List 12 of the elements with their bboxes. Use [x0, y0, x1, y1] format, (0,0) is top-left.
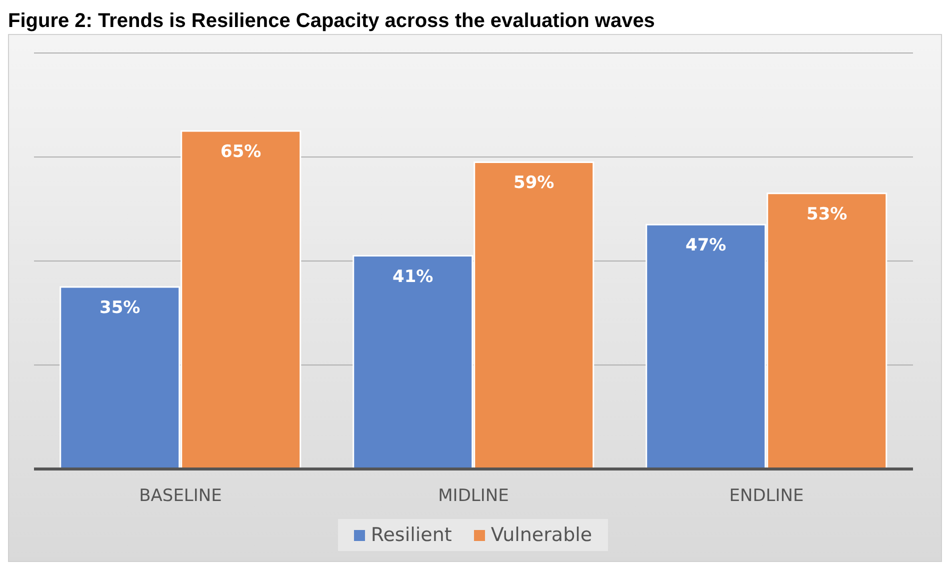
data-label: 35%: [100, 298, 140, 318]
chart-title: Figure 2: Trends is Resilience Capacity across the evaluation waves: [8, 9, 656, 34]
data-label: 53%: [806, 204, 848, 224]
x-tick-label: BASELINE: [139, 486, 222, 506]
legend-label: Resilient: [370, 524, 452, 546]
data-label: 41%: [392, 266, 434, 287]
data-label: 59%: [514, 173, 554, 194]
text: Vulnerable: [490, 524, 592, 546]
x-tick-label: MIDLINE: [438, 486, 509, 506]
x-tick-label: ENDLINE: [729, 486, 804, 506]
data-label: 65%: [220, 142, 262, 162]
data-label: 47%: [686, 236, 726, 256]
